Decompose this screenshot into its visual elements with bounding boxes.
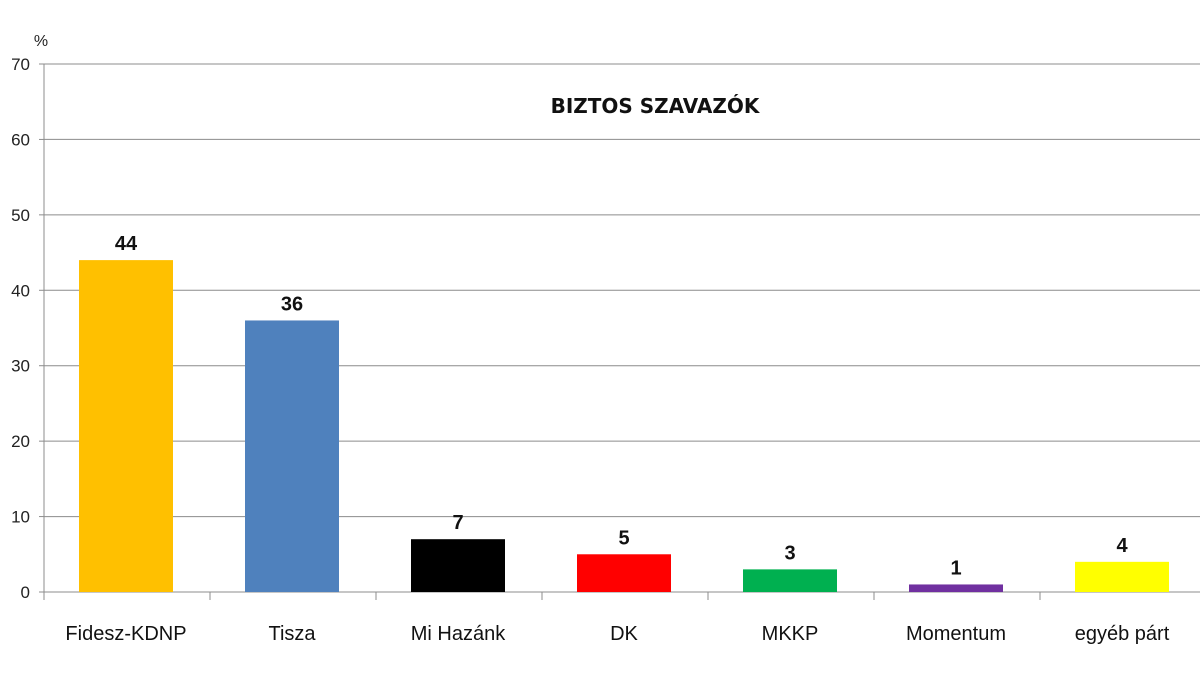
y-tick-label: 50	[11, 206, 30, 225]
bar-tisza	[245, 320, 339, 592]
y-tick-label: 60	[11, 130, 30, 149]
x-category-label: Fidesz-KDNP	[65, 623, 186, 645]
y-tick-label: 40	[11, 281, 30, 300]
y-axis-unit-label: %	[34, 33, 48, 50]
bars	[79, 260, 1169, 592]
labels: 0 10 20 30 40 50 60 70 44 Fidesz-KDNP 36 Tisza 7 Mi H…	[11, 55, 1170, 645]
axes	[39, 63, 1200, 600]
data-label: 44	[115, 233, 138, 255]
data-label: 36	[281, 293, 303, 315]
gridlines	[44, 63, 1200, 518]
bar-egy-b-p-rt	[1075, 561, 1169, 592]
chart-title: BIZTOS SZAVAZÓK	[551, 94, 761, 118]
x-category-label: DK	[610, 623, 638, 645]
data-label: 5	[618, 527, 629, 549]
x-category-label: Mi Hazánk	[411, 623, 506, 645]
x-category-label: Momentum	[906, 623, 1006, 645]
bar-momentum	[909, 584, 1003, 592]
bar-mkkp	[743, 569, 837, 592]
x-category-label: Tisza	[268, 623, 316, 645]
bar-mi-haz-nk	[411, 539, 505, 592]
y-tick-label: 30	[11, 357, 30, 376]
data-label: 3	[784, 542, 795, 564]
y-tick-label: 0	[21, 583, 30, 602]
bar-dk	[577, 554, 671, 592]
x-category-label: egyéb párt	[1075, 623, 1170, 645]
data-label: 4	[1116, 535, 1128, 557]
x-category-label: MKKP	[762, 623, 819, 645]
y-tick-label: 20	[11, 432, 30, 451]
bar-fidesz-kdnp	[79, 260, 173, 592]
y-tick-label: 70	[11, 55, 30, 74]
data-label: 7	[452, 512, 463, 534]
data-label: 1	[950, 557, 961, 579]
y-tick-label: 10	[11, 508, 30, 527]
